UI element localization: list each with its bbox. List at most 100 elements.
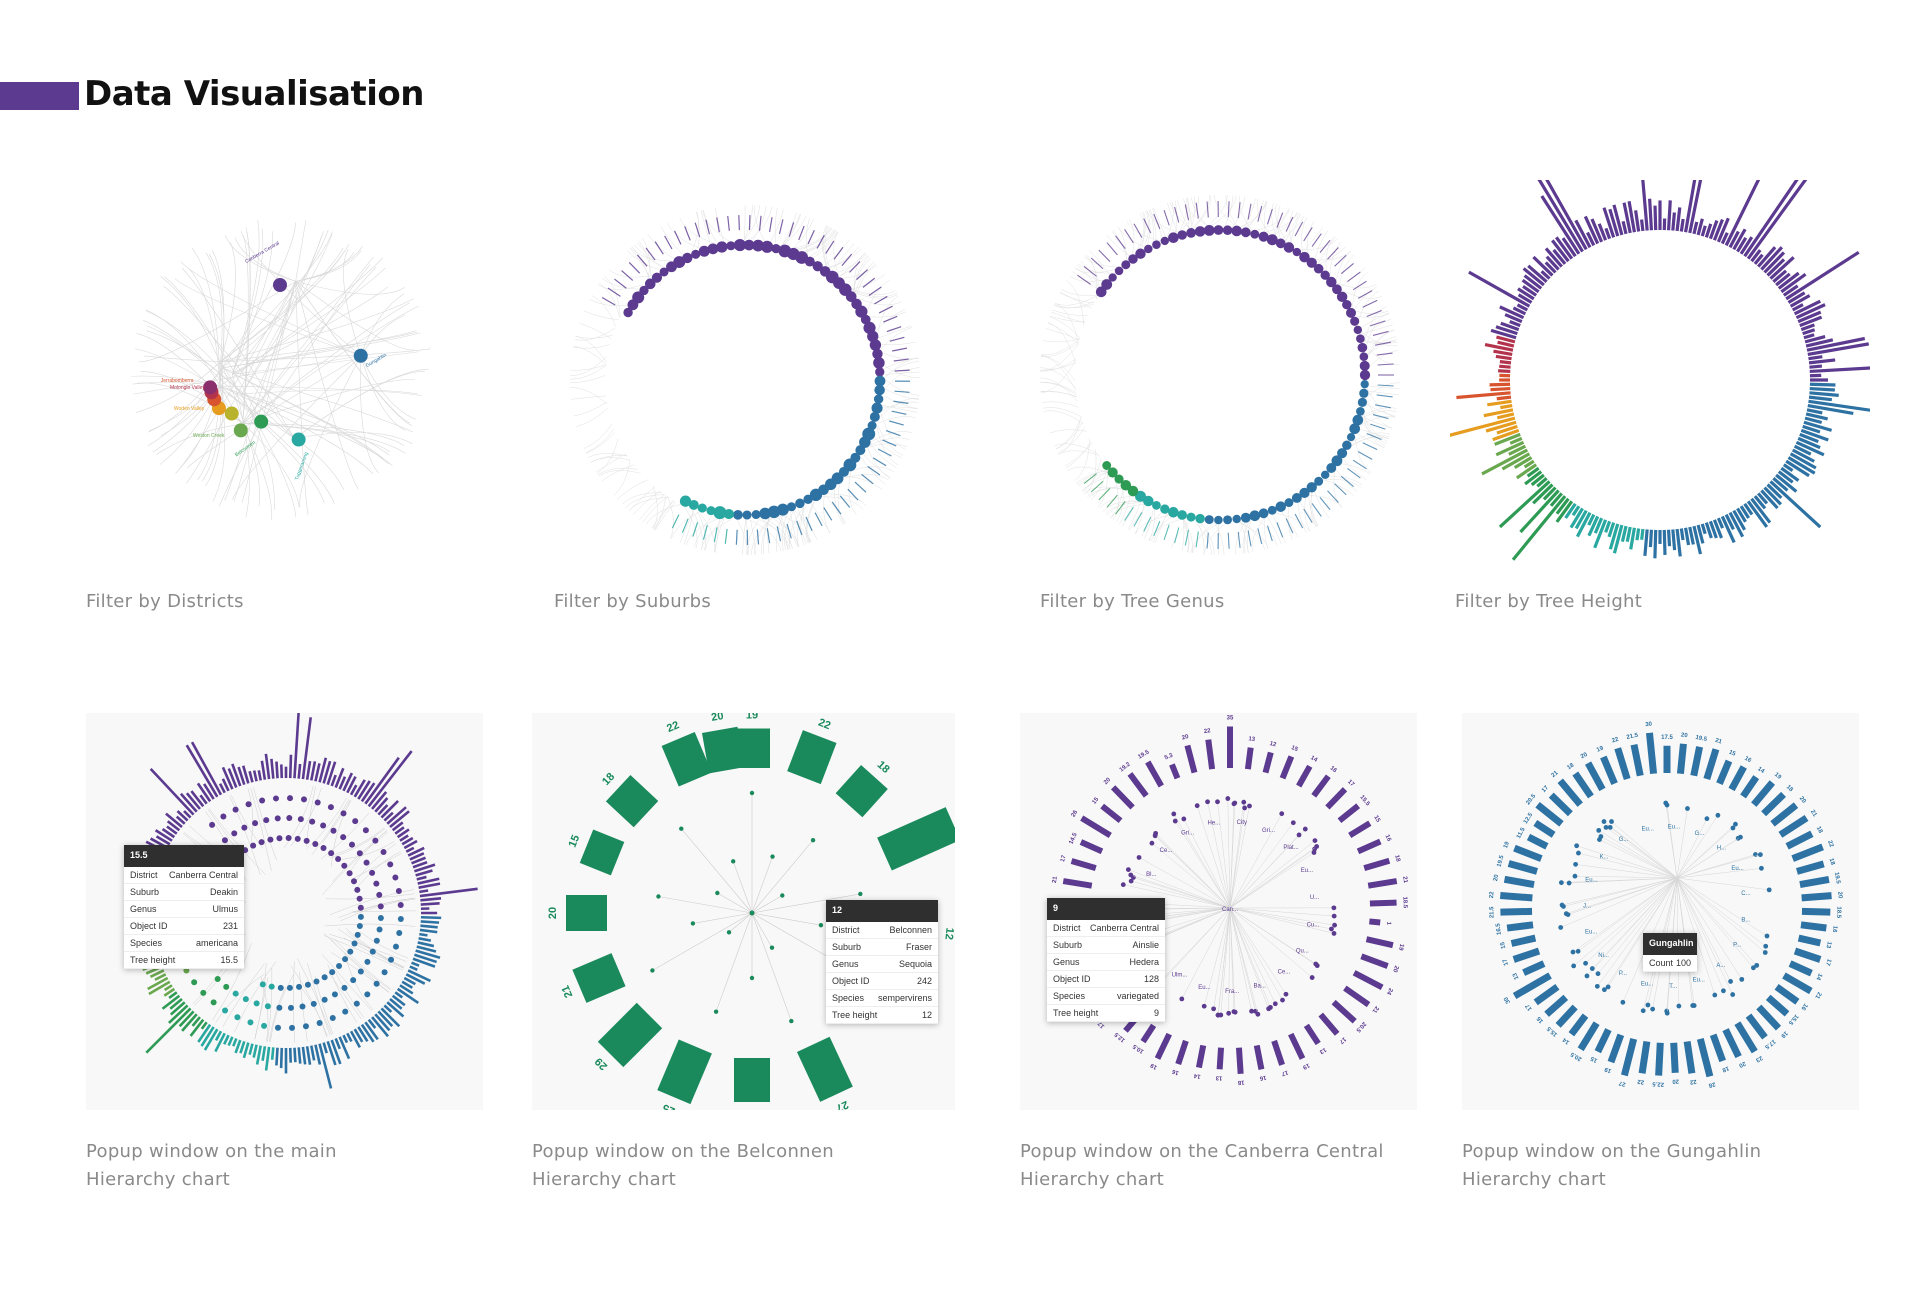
main-bar: [147, 976, 169, 991]
belconnen-bar: [605, 775, 659, 828]
genus-node: [1337, 448, 1348, 459]
height-bar: [1791, 303, 1804, 312]
canberra-node: [1313, 961, 1319, 967]
belconnen-link: [751, 840, 814, 914]
suburb-node: [771, 243, 781, 254]
gungahlin-value-label: 22: [1636, 1078, 1644, 1085]
suburb-node: [845, 291, 857, 302]
canberra-link: [1229, 840, 1316, 909]
height-bar: [1806, 408, 1823, 415]
gungahlin-value-label: 16: [1536, 1015, 1545, 1024]
genus-link: [1040, 355, 1077, 391]
canberra-value-label: 35: [1227, 716, 1234, 722]
genus-link: [1364, 383, 1396, 418]
gungahlin-bar: [1555, 1004, 1578, 1028]
main-link: [324, 923, 416, 927]
suburb-label-mark: [867, 465, 881, 476]
belconnen-link: [751, 912, 821, 926]
suburb-link: [583, 423, 613, 449]
height-bar: [1763, 251, 1786, 274]
district-link: [205, 252, 223, 362]
suburb-link: [793, 218, 814, 249]
district-link: [221, 330, 417, 369]
genus-node: [1353, 325, 1363, 335]
canberra-link: [1229, 907, 1269, 1009]
suburb-node: [723, 508, 734, 520]
suburb-node: [869, 411, 880, 422]
height-bar: [1807, 404, 1854, 416]
gungahlin-leaf-label: B...: [1741, 918, 1750, 924]
belconnen-node: [749, 975, 755, 981]
main-node: [329, 969, 336, 976]
gungahlin-bar: [1500, 907, 1533, 916]
gungahlin-value-label: 30: [1645, 722, 1653, 729]
main-bar: [169, 1001, 186, 1016]
height-bar: [1785, 459, 1810, 478]
canberra-bar: [1216, 1047, 1225, 1070]
district-link: [212, 386, 226, 502]
gungahlin-value-label: 15: [1728, 750, 1737, 758]
gungahlin-bar: [1765, 994, 1790, 1017]
canberra-link: [1229, 907, 1335, 934]
gungahlin-link: [1560, 877, 1678, 928]
genus-link: [1085, 449, 1097, 495]
main-bar: [415, 949, 441, 959]
canberra-node: [1218, 1012, 1224, 1018]
height-bar: [1526, 466, 1540, 478]
suburb-link: [700, 519, 732, 550]
page-title: Data Visualisation: [84, 74, 424, 114]
chart-districts: Canberra Central Molonglo Valley Jerrabomb…: [120, 200, 440, 540]
gungahlin-link: [1569, 877, 1678, 884]
canberra-value-label: 22: [1204, 728, 1212, 735]
canberra-node: [1329, 926, 1334, 932]
tooltip-key: Species: [1053, 991, 1086, 1001]
suburb-link: [833, 231, 839, 277]
belconnen-node: [769, 945, 775, 950]
main-node: [183, 967, 190, 974]
tooltip-row: Species variegated: [1047, 988, 1165, 1005]
genus-node: [1203, 224, 1215, 236]
gungahlin-value-label: 17: [1824, 958, 1832, 967]
main-link: [341, 841, 395, 860]
main-bar: [190, 741, 223, 796]
height-bar: [1586, 231, 1596, 247]
tooltip-row: Tree height 9: [1047, 1005, 1165, 1022]
canberra-leaf-label: Ulm...: [1172, 972, 1188, 978]
height-bar: [1608, 523, 1620, 550]
height-bar: [1662, 529, 1667, 555]
height-bar: [1805, 338, 1834, 348]
main-bar: [234, 1039, 242, 1054]
canberra-leaf-label: Eu...: [1198, 985, 1211, 991]
height-bar: [1700, 523, 1707, 535]
canberra-value-label: 14: [1193, 1072, 1201, 1079]
height-bar: [1799, 315, 1823, 328]
main-link: [333, 968, 364, 1018]
tooltip-key: Tree height: [1053, 1008, 1099, 1018]
canberra-node: [1302, 826, 1308, 832]
chart-genus: [1030, 195, 1410, 565]
genus-link: [1084, 256, 1124, 267]
chart-belconnen: 1922181312827222529212015182220 12Distri…: [532, 713, 955, 1110]
gungahlin-bar: [1761, 791, 1786, 817]
suburb-link: [798, 227, 832, 251]
district-link: [242, 256, 374, 424]
height-bar: [1608, 208, 1620, 237]
gungahlin-leaf-label: Eu...: [1668, 824, 1681, 830]
main-node: [377, 903, 384, 910]
suburb-label-mark: [756, 529, 760, 545]
height-bar: [1508, 444, 1527, 456]
canberra-bar: [1062, 878, 1093, 889]
tooltip-value: americana: [195, 938, 238, 948]
canberra-value-label: 5.3: [1164, 753, 1175, 762]
suburb-link: [813, 231, 839, 259]
suburb-label-mark: [861, 473, 874, 485]
main-link: [314, 976, 334, 1035]
canberra-link: [1155, 833, 1231, 909]
suburb-node: [679, 495, 692, 507]
tooltip-row: Tree height 15.5: [124, 952, 244, 969]
main-bar: [411, 856, 427, 865]
tooltip-row: Genus Sequoia: [826, 956, 938, 973]
main-bar: [374, 797, 389, 813]
gungahlin-value-label: 21: [1809, 809, 1818, 818]
canberra-node: [1290, 820, 1296, 826]
